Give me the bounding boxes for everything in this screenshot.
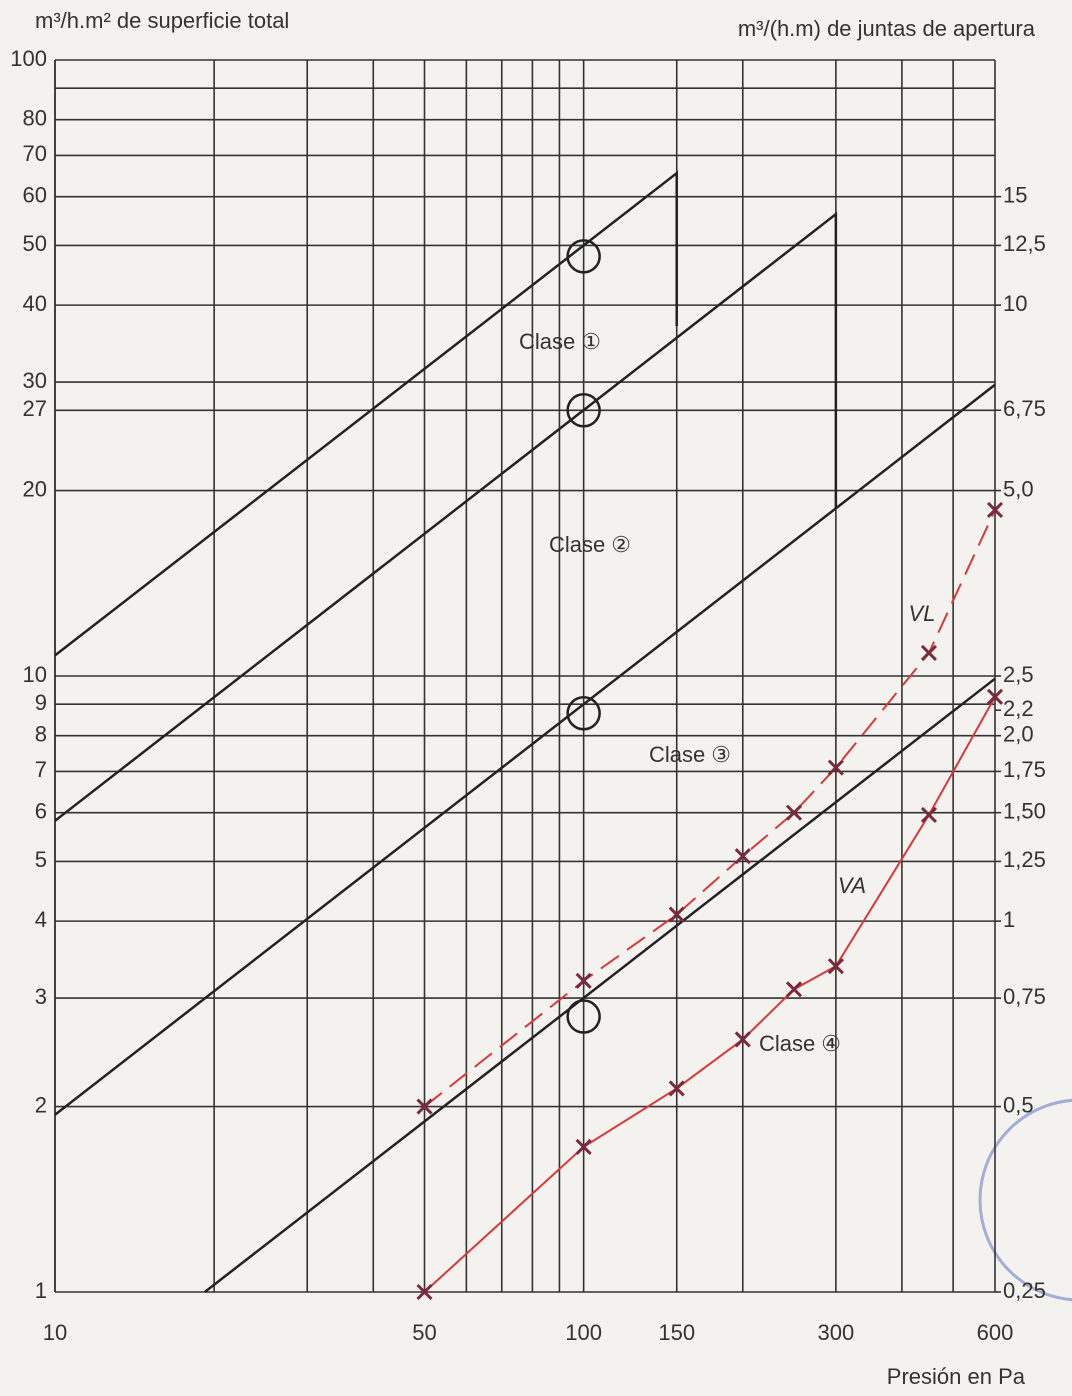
y-axis-label: m³/h.m² de superficie total: [35, 8, 289, 33]
circle-marker: [566, 999, 601, 1034]
y-tick-label: 9: [35, 690, 47, 715]
y-tick-label: 60: [23, 182, 47, 207]
marker: [734, 848, 751, 865]
series-label: VL: [909, 601, 936, 626]
marker: [785, 804, 803, 821]
y-tick-label: 3: [35, 984, 47, 1009]
series-label: VA: [838, 873, 866, 898]
y2-tick-label: 1,75: [1003, 757, 1046, 782]
y2-tick-label: 2,0: [1003, 722, 1034, 747]
x-axis-label: Presión en Pa: [887, 1364, 1026, 1389]
marker: [986, 688, 1004, 705]
marker: [575, 972, 592, 989]
x-tick-label: 10: [43, 1320, 67, 1345]
y-tick-label: 5: [35, 847, 47, 872]
class-limit: [54, 383, 996, 1116]
circle-marker: [566, 239, 601, 274]
y2-tick-label: 1: [1003, 907, 1015, 932]
marker: [668, 906, 685, 923]
class-limit: [54, 211, 838, 822]
y-tick-label: 27: [23, 396, 47, 421]
y2-tick-label: 5,0: [1003, 476, 1034, 501]
circle-marker: [566, 393, 601, 428]
y-tick-label: 4: [35, 907, 47, 932]
y2-tick-label: 1,50: [1003, 798, 1046, 823]
y-tick-label: 7: [35, 757, 47, 782]
y-tick-label: 80: [23, 106, 47, 131]
annotation: Clase ②: [549, 532, 631, 557]
y-tick-label: 1: [35, 1278, 47, 1303]
y2-tick-label: 0,25: [1003, 1278, 1046, 1303]
circle-marker: [566, 696, 601, 731]
marker: [668, 1080, 685, 1097]
y-tick-label: 70: [23, 141, 47, 166]
y-tick-label: 6: [35, 798, 47, 823]
y-tick-label: 100: [10, 46, 47, 71]
y2-axis-label: m³/(h.m) de juntas de apertura: [738, 16, 1036, 41]
y2-tick-label: 0,75: [1003, 984, 1046, 1009]
y2-tick-label: 6,75: [1003, 396, 1046, 421]
class-limit: [203, 677, 996, 1293]
y2-tick-label: 2,5: [1003, 662, 1034, 687]
x-tick-label: 150: [658, 1320, 695, 1345]
y-tick-label: 8: [35, 722, 47, 747]
y-tick-label: 50: [23, 231, 47, 256]
y2-tick-label: 10: [1003, 291, 1027, 316]
stamp: [978, 1098, 1072, 1302]
y-tick-label: 40: [23, 291, 47, 316]
marker: [734, 1031, 751, 1048]
y2-tick-label: 0,5: [1003, 1092, 1034, 1117]
marker: [827, 759, 844, 776]
marker: [575, 1138, 592, 1155]
marker: [827, 958, 844, 975]
marker: [416, 1098, 433, 1115]
marker: [920, 644, 938, 662]
y2-tick-label: 2,2: [1003, 696, 1034, 721]
marker: [416, 1283, 433, 1301]
x-tick-label: 100: [565, 1320, 602, 1345]
series-line: [423, 696, 996, 1293]
y-tick-label: 30: [23, 368, 47, 393]
x-tick-label: 50: [412, 1320, 436, 1345]
marker: [986, 501, 1004, 519]
y-tick-label: 10: [23, 662, 47, 687]
annotation: Clase ④: [759, 1031, 841, 1056]
marker: [785, 981, 803, 998]
series-line: [423, 509, 996, 1108]
class-limit: [54, 170, 678, 657]
x-tick-label: 300: [818, 1320, 855, 1345]
annotation: Clase ③: [649, 742, 731, 767]
y2-tick-label: 15: [1003, 182, 1027, 207]
y-tick-label: 2: [35, 1092, 47, 1117]
y2-tick-label: 12,5: [1003, 231, 1046, 256]
annotation: Clase ①: [519, 329, 601, 354]
x-tick-label: 600: [977, 1320, 1014, 1345]
y-tick-label: 20: [23, 476, 47, 501]
y2-tick-label: 1,25: [1003, 847, 1046, 872]
marker: [920, 806, 938, 823]
